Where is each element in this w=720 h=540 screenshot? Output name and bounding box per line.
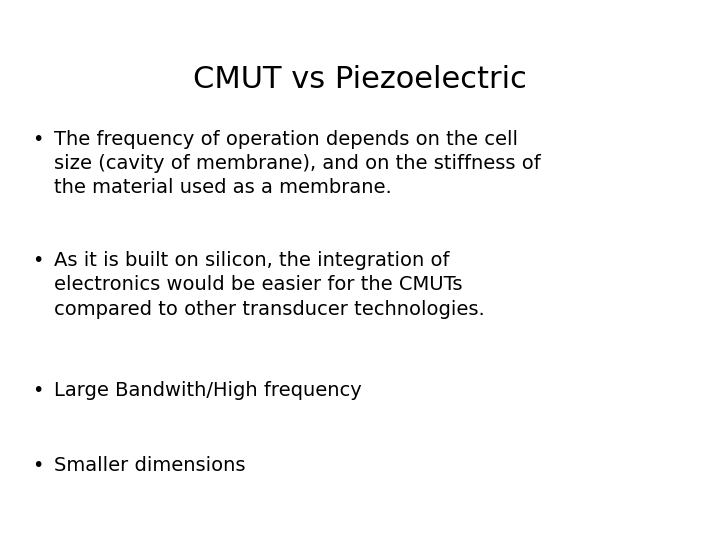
Text: Smaller dimensions: Smaller dimensions [54,456,246,475]
Text: •: • [32,456,44,475]
Text: As it is built on silicon, the integration of
electronics would be easier for th: As it is built on silicon, the integrati… [54,251,485,319]
Text: The frequency of operation depends on the cell
size (cavity of membrane), and on: The frequency of operation depends on th… [54,130,541,197]
Text: •: • [32,381,44,400]
Text: •: • [32,251,44,270]
Text: Large Bandwith/High frequency: Large Bandwith/High frequency [54,381,361,400]
Text: •: • [32,130,44,148]
Text: CMUT vs Piezoelectric: CMUT vs Piezoelectric [193,65,527,94]
